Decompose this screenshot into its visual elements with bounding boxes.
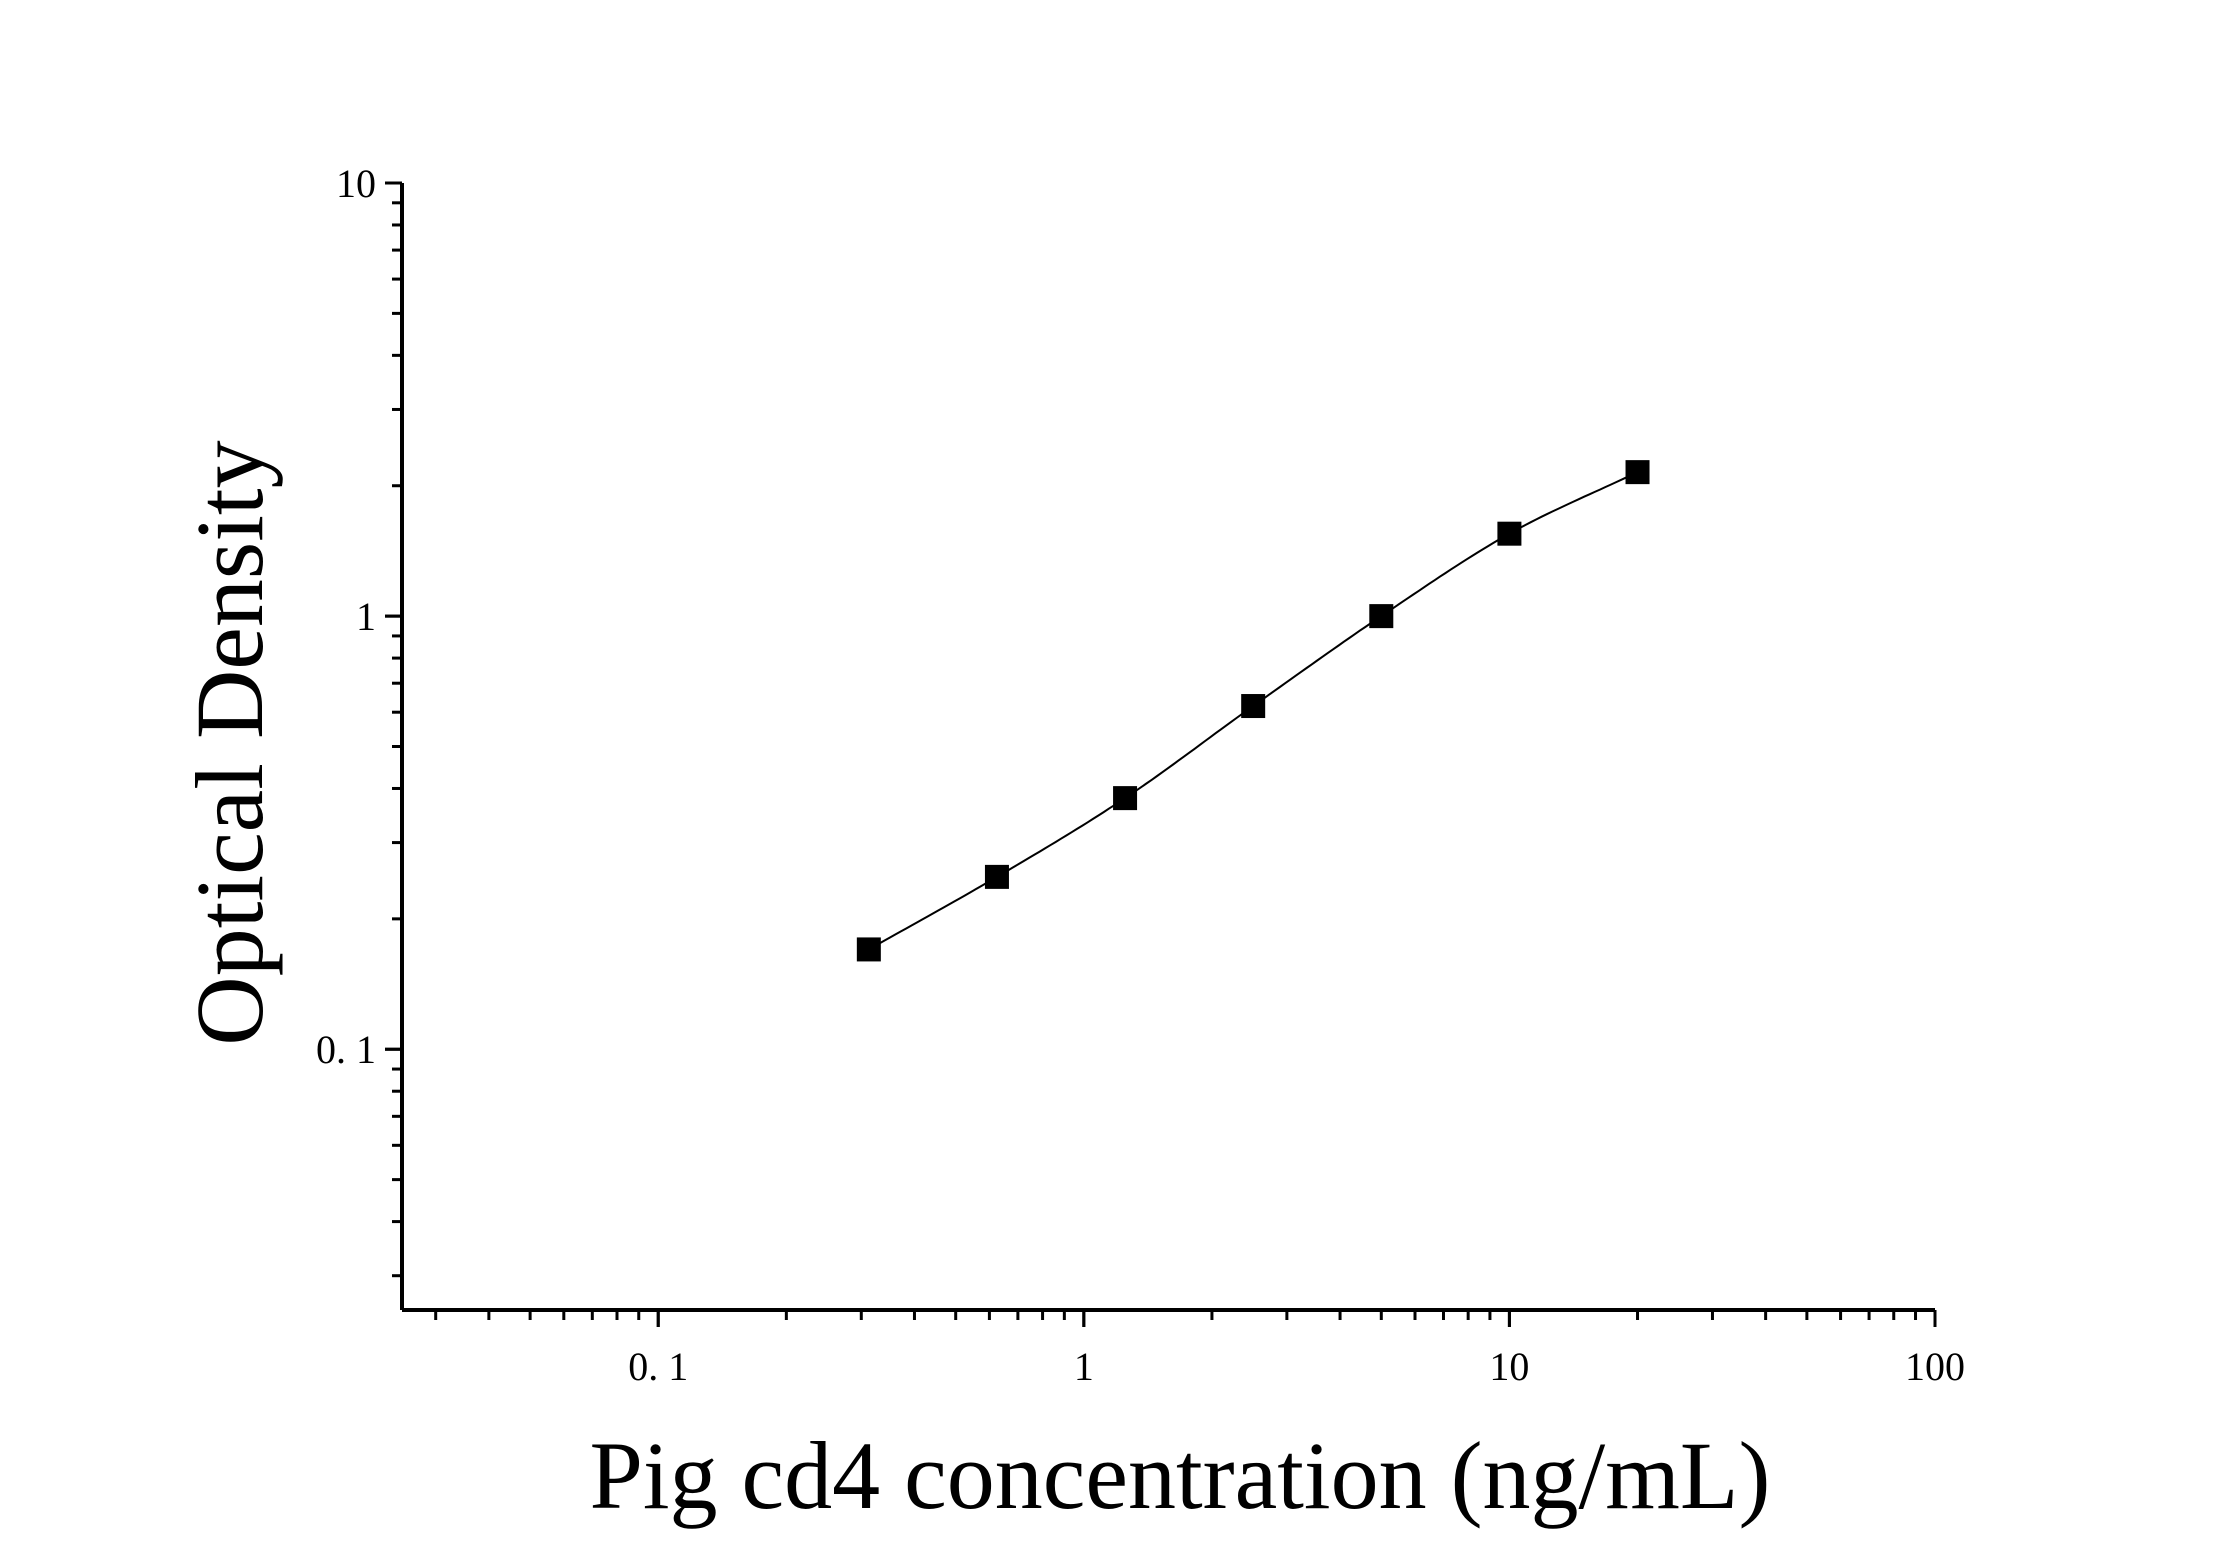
axis-ticks xyxy=(385,181,1937,1327)
data-point xyxy=(856,937,881,962)
x-tick-label: 1 xyxy=(1074,1344,1094,1389)
x-tick-label: 0. 1 xyxy=(628,1344,688,1389)
x-tick-label: 10 xyxy=(1489,1344,1529,1389)
tick-labels: 0. 1 1 10 100 0. 1 1 10 xyxy=(316,161,1965,1389)
data-point xyxy=(1369,604,1394,629)
data-point xyxy=(984,864,1009,889)
axes xyxy=(400,183,1935,1312)
data-point xyxy=(1497,521,1522,546)
data-points xyxy=(856,460,1650,962)
y-tick-label: 1 xyxy=(356,594,376,639)
x-tick-label: 100 xyxy=(1905,1344,1965,1389)
x-axis-title: Pig cd4 concentration (ng/mL) xyxy=(589,1422,1770,1529)
data-point xyxy=(1625,460,1650,485)
data-point xyxy=(1113,786,1138,811)
y-tick-label: 0. 1 xyxy=(316,1027,376,1072)
y-axis-title: Optical Density xyxy=(176,440,283,1045)
data-point xyxy=(1241,694,1266,719)
y-tick-label: 10 xyxy=(336,161,376,206)
